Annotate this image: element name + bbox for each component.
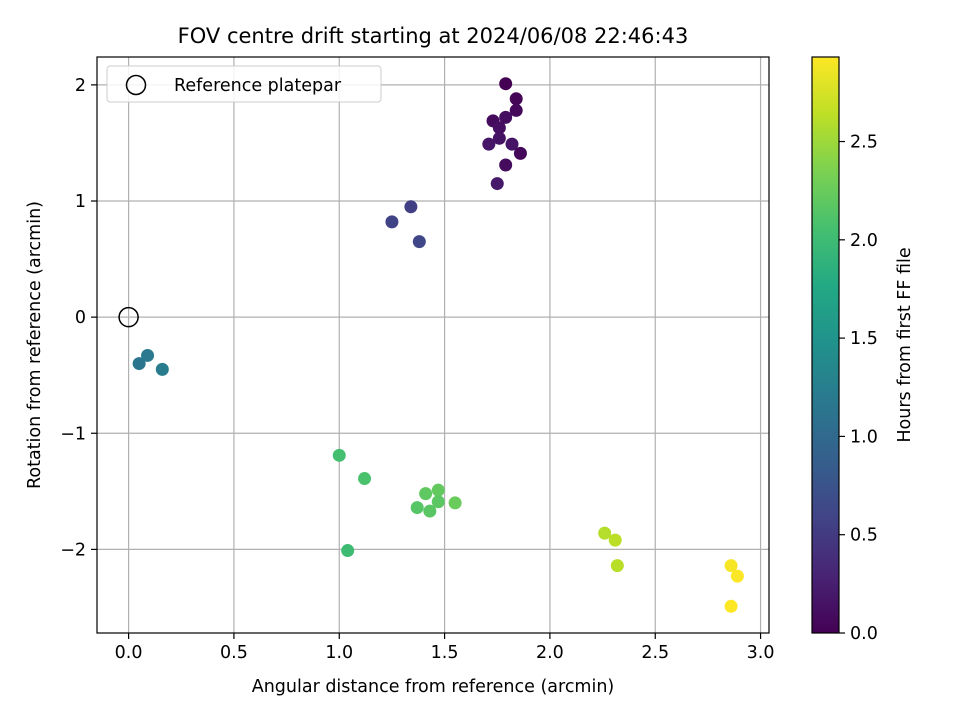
- legend-marker: [125, 74, 147, 96]
- data-point-2: [509, 103, 523, 117]
- y-tick-label-2: 0: [75, 308, 86, 328]
- data-point-0: [499, 77, 513, 91]
- data-point-16: [141, 348, 155, 362]
- data-point-27: [598, 526, 612, 540]
- colorbar-tick-label-3: 1.5: [850, 329, 878, 349]
- data-point-7: [505, 137, 519, 151]
- x-tick-label-5: 2.5: [641, 643, 669, 663]
- plot-frame: [96, 56, 770, 634]
- data-point-29: [610, 559, 624, 573]
- x-axis-ticks: 0.0 0.5 1.0 1.5 2.0 2.5 3.0: [115, 633, 775, 663]
- colorbar-label: Hours from first FF file: [895, 247, 915, 442]
- data-point-14: [412, 235, 426, 249]
- gridlines: [97, 57, 769, 633]
- colorbar: 0.0 0.5 1.0 1.5 2.0 2.5 Hours from first FF f…: [811, 56, 915, 644]
- data-point-26: [423, 504, 437, 518]
- colorbar-tick-label-0: 0.0: [850, 624, 878, 644]
- x-tick-label-0: 0.0: [115, 643, 143, 663]
- chart-title: FOV centre drift starting at 2024/06/08 …: [178, 24, 689, 48]
- data-point-9: [513, 146, 527, 160]
- colorbar-ticks: 0.0 0.5 1.0 1.5 2.0 2.5: [839, 133, 878, 644]
- y-tick-label-1: −1: [60, 424, 86, 444]
- data-point-28: [608, 533, 622, 547]
- scatter-points: [132, 77, 744, 613]
- legend-box: [106, 65, 382, 103]
- y-tick-label-4: 2: [75, 76, 86, 96]
- data-point-19: [358, 472, 372, 486]
- data-point-13: [404, 200, 418, 214]
- colorbar-gradient: [811, 56, 840, 634]
- data-point-11: [490, 177, 504, 191]
- colorbar-tick-label-1: 0.5: [850, 526, 878, 546]
- data-point-25: [410, 501, 424, 515]
- data-point-24: [448, 496, 462, 510]
- x-tick-label-6: 3.0: [747, 643, 775, 663]
- data-point-1: [509, 92, 523, 106]
- data-point-32: [724, 599, 738, 613]
- colorbar-tick-label-5: 2.5: [850, 133, 878, 153]
- data-point-22: [431, 483, 445, 497]
- y-tick-label-3: 1: [75, 192, 86, 212]
- x-axis-label: Angular distance from reference (arcmin): [252, 677, 615, 697]
- data-point-8: [482, 137, 496, 151]
- data-point-23: [431, 495, 445, 509]
- reference-marker: [118, 306, 139, 328]
- data-point-6: [492, 131, 506, 145]
- y-tick-label-0: −2: [60, 540, 86, 560]
- data-point-15: [132, 357, 146, 371]
- x-tick-label-4: 2.0: [536, 643, 564, 663]
- data-point-10: [499, 158, 513, 172]
- colorbar-tick-label-2: 1.0: [850, 427, 878, 447]
- data-point-17: [155, 362, 169, 376]
- data-point-30: [724, 559, 738, 573]
- x-tick-label-2: 1.0: [325, 643, 353, 663]
- data-point-18: [332, 448, 346, 462]
- data-point-20: [341, 544, 355, 558]
- data-point-5: [492, 121, 506, 135]
- legend: Reference platepar: [106, 65, 382, 103]
- data-point-4: [499, 110, 513, 124]
- x-tick-label-1: 0.5: [220, 643, 248, 663]
- x-tick-label-3: 1.5: [431, 643, 459, 663]
- data-point-31: [730, 569, 744, 583]
- y-axis-label: Rotation from reference (arcmin): [25, 201, 45, 489]
- colorbar-tick-label-4: 2.0: [850, 231, 878, 251]
- data-point-21: [419, 487, 433, 501]
- y-axis-ticks: −2 −1 0 1 2: [60, 76, 97, 560]
- legend-label: Reference platepar: [174, 76, 342, 96]
- data-point-12: [385, 215, 399, 229]
